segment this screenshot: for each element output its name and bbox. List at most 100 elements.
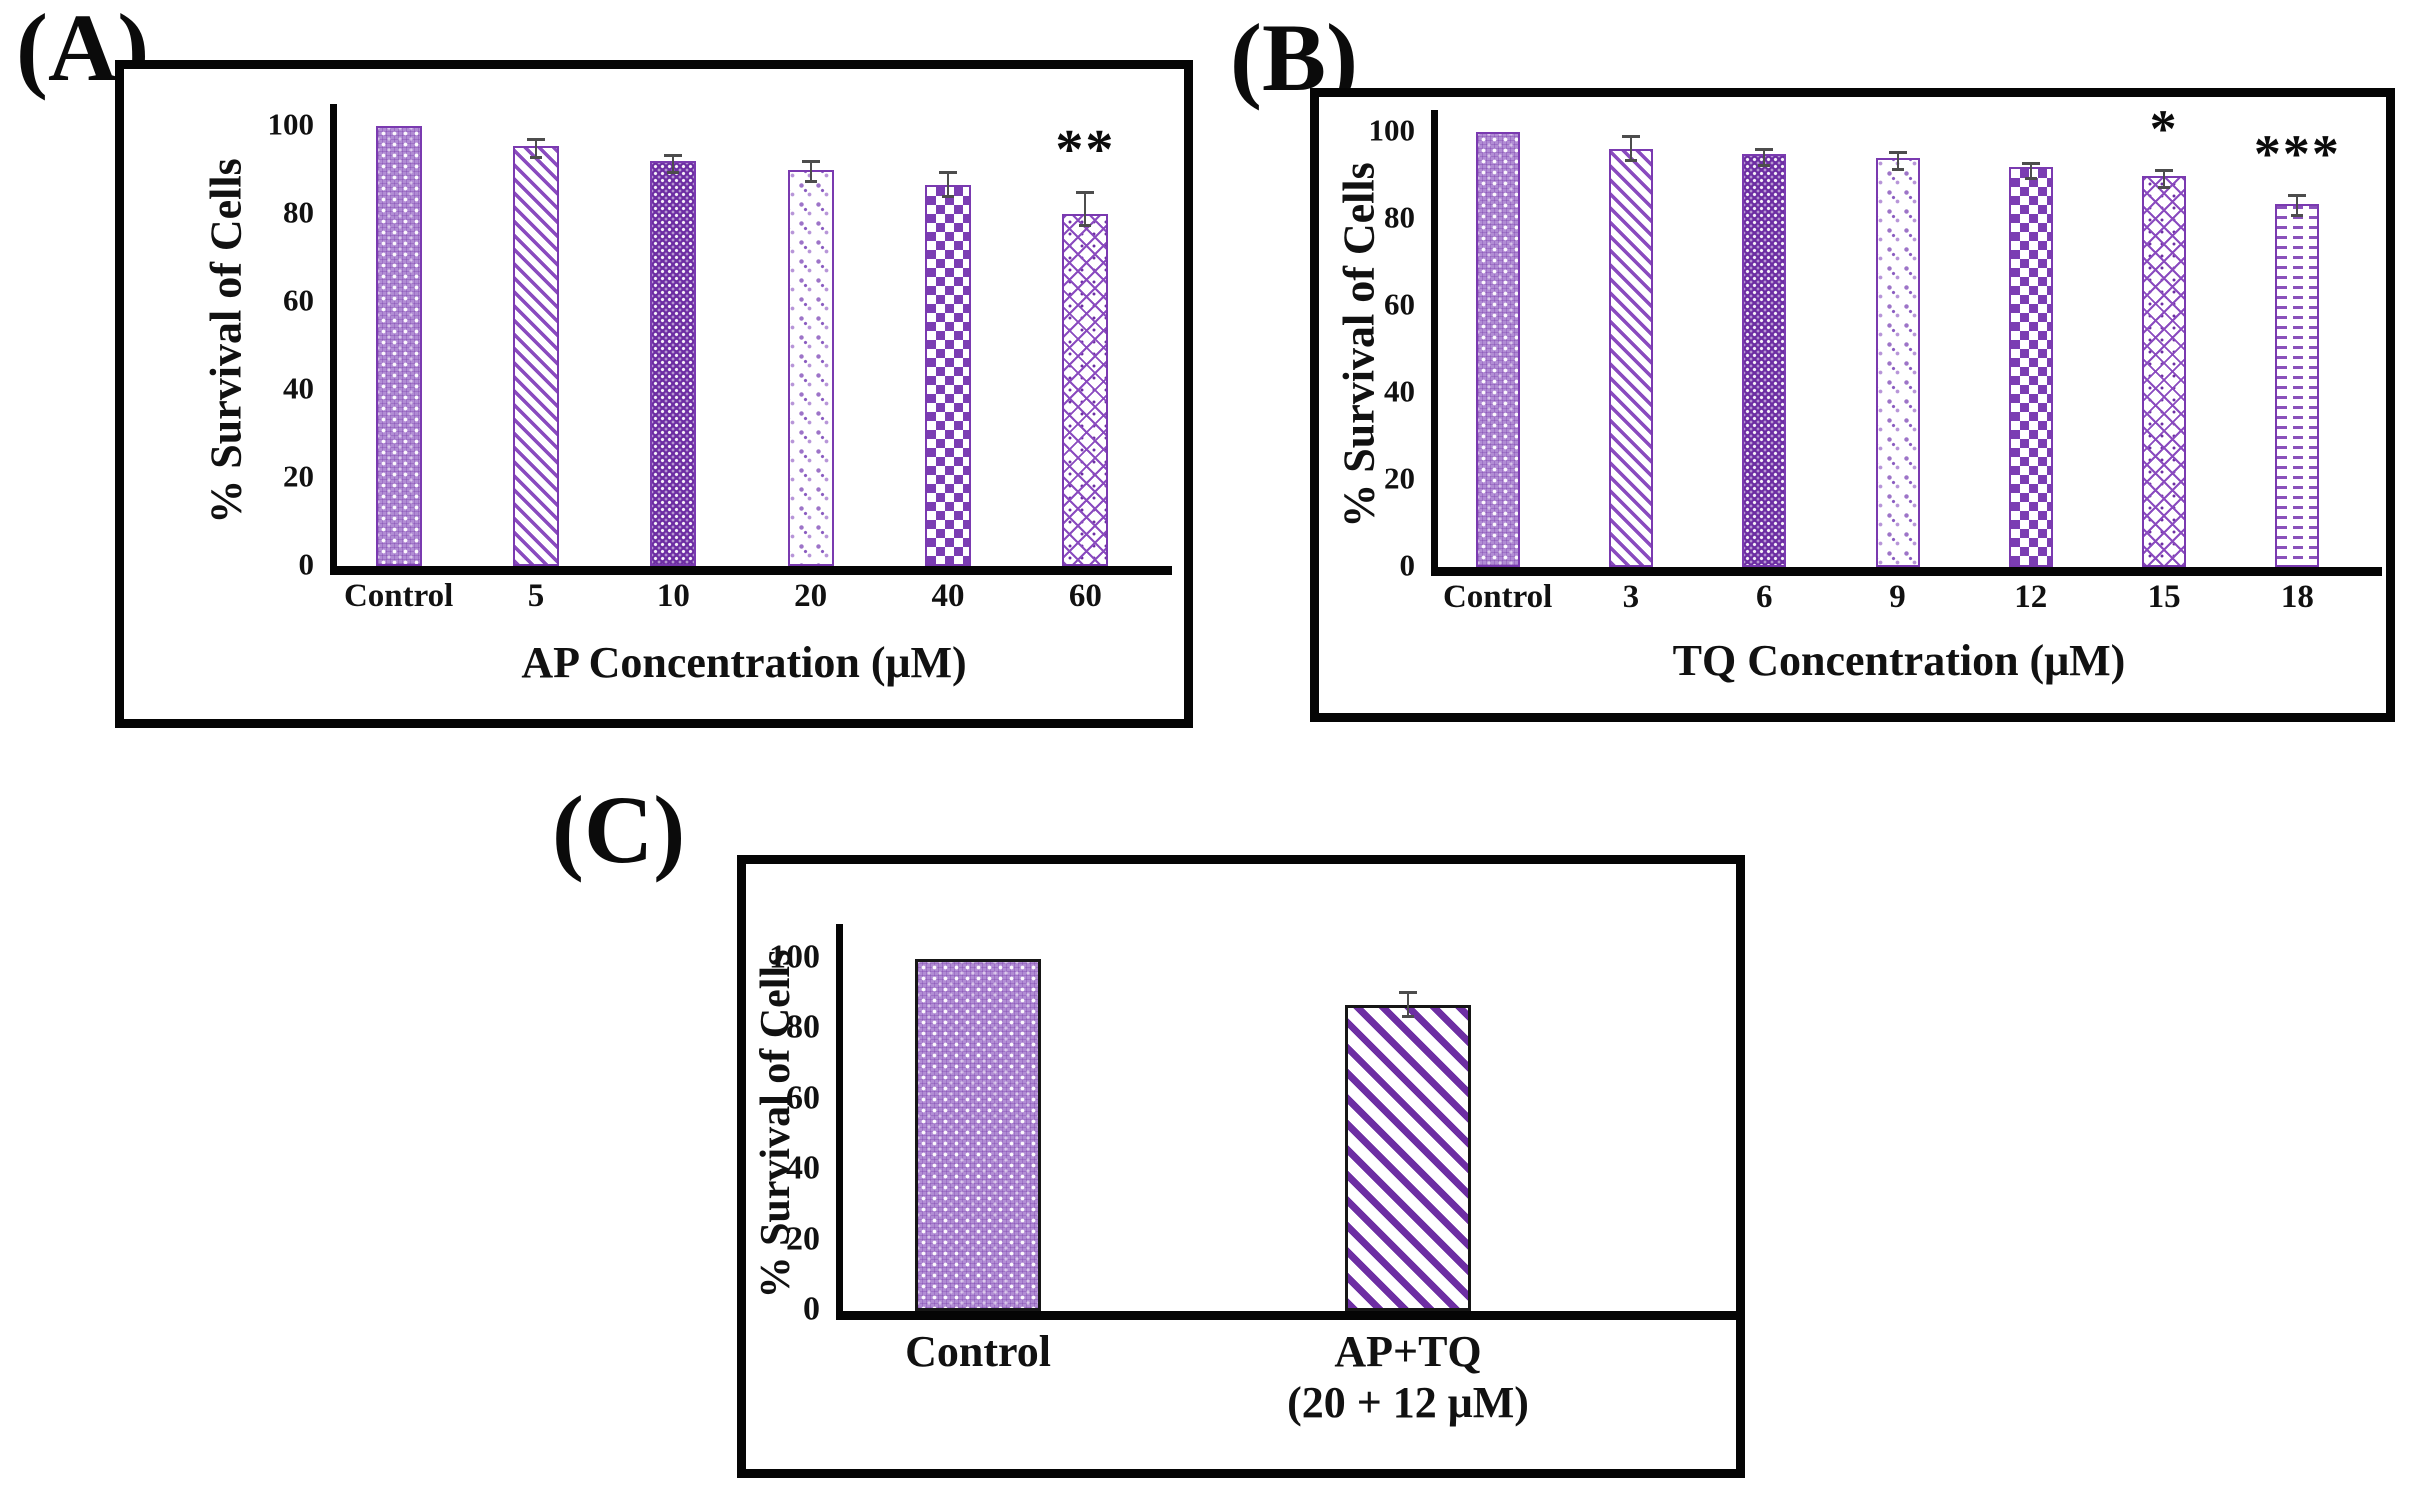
error-bar-cap-AP+TQ	[1399, 991, 1417, 995]
error-bar-cap-10	[664, 153, 683, 157]
y-axis-title: % Survival of Cells	[1334, 162, 1384, 528]
y-axis-line	[1431, 110, 1438, 567]
x-axis-title: AP Concentration (μM)	[521, 638, 967, 687]
y-tick-40: 40	[1384, 373, 1415, 409]
x-label-line1: Control	[1442, 579, 1553, 615]
x-axis-title: TQ Concentration (μM)	[1672, 636, 2126, 685]
error-bar-12	[2029, 163, 2032, 179]
x-label-60: 60	[1069, 578, 1102, 616]
error-bar-15	[2163, 170, 2166, 188]
y-tick-40: 40	[283, 370, 314, 406]
x-label-6: 6	[1756, 579, 1773, 617]
y-tick-100: 100	[267, 106, 315, 142]
x-label-15: 15	[2148, 579, 2181, 617]
y-tick-0: 0	[298, 546, 315, 582]
panel-a-frame: % Survival of Cells AP Concentration (μM…	[115, 60, 1193, 728]
bar-12	[2008, 166, 2053, 567]
error-bar-cap-9	[1888, 150, 1907, 154]
y-axis-line	[330, 104, 337, 566]
x-label-line1: 10	[656, 578, 690, 614]
error-bar-20	[809, 161, 812, 182]
y-tick-60: 60	[786, 1079, 820, 1117]
x-label-line1: 3	[1622, 579, 1640, 615]
panel-b-frame: % Survival of Cells TQ Concentration (μM…	[1310, 88, 2395, 722]
x-label-line1: 18	[2280, 579, 2314, 615]
bar-10	[650, 161, 697, 566]
y-tick-0: 0	[1399, 547, 1416, 583]
bar-60	[1062, 214, 1109, 566]
error-bar-AP+TQ	[1407, 992, 1409, 1017]
x-label-line1: 20	[794, 578, 828, 614]
x-label-Control: Control	[344, 578, 453, 616]
significance-18: ***	[2253, 124, 2341, 185]
bar-AP+TQ	[1345, 1004, 1471, 1311]
x-label-10: 10	[657, 578, 690, 616]
bar-Control	[915, 959, 1041, 1311]
x-label-line2: (20 + 12 μM)	[1287, 1377, 1529, 1427]
x-label-18: 18	[2281, 579, 2314, 617]
bar-5	[513, 145, 559, 566]
error-bar-6	[1763, 149, 1766, 166]
panel-c-frame: % Survival of Cells 100 80 60 40 20 0 Control A…	[737, 855, 1745, 1478]
error-bar-cap-60	[1076, 191, 1095, 194]
error-bar-lower-cap-18	[2291, 213, 2304, 217]
bar-3	[1608, 149, 1653, 567]
x-label-AP+TQ: AP+TQ (20 + 12 μM)	[1287, 1327, 1529, 1428]
x-label-line1: 60	[1068, 578, 1102, 614]
error-bar-cap-6	[1755, 148, 1774, 152]
y-tick-20: 20	[1384, 460, 1415, 496]
significance-15: *	[2149, 99, 2179, 160]
bar-18	[2275, 203, 2320, 567]
x-label-line1: 6	[1755, 579, 1773, 615]
x-label-20: 20	[794, 578, 827, 616]
x-label-line1: 40	[931, 578, 965, 614]
panel-c-plot: % Survival of Cells 100 80 60 40 20 0 Control A…	[746, 864, 1739, 1469]
x-label-line1: Control	[905, 1327, 1051, 1376]
error-bar-lower-cap-60	[1079, 224, 1092, 227]
x-axis-line	[836, 1311, 1739, 1320]
y-tick-60: 60	[1384, 286, 1415, 322]
error-bar-cap-20	[801, 160, 820, 164]
error-bar-lower-cap-9	[1891, 168, 1904, 172]
x-label-9: 9	[1889, 579, 1906, 617]
bar-Control	[375, 126, 422, 566]
bar-40	[925, 185, 971, 566]
x-label-line1: AP+TQ	[1334, 1327, 1482, 1376]
error-bar-lower-cap-20	[804, 180, 817, 183]
error-bar-3	[1629, 136, 1632, 162]
x-label-Control: Control	[905, 1327, 1051, 1378]
error-bar-lower-cap-15	[2158, 185, 2171, 189]
bar-9	[1875, 158, 1920, 567]
panel-label-c: (C)	[552, 776, 686, 883]
error-bar-10	[672, 154, 675, 174]
error-bar-lower-cap-3	[1624, 159, 1637, 163]
y-tick-60: 60	[283, 282, 314, 318]
y-axis-title: % Survival of Cells	[201, 158, 251, 524]
error-bar-cap-5	[527, 138, 545, 142]
bar-Control	[1475, 132, 1520, 567]
error-bar-cap-40	[939, 171, 957, 175]
y-tick-0: 0	[803, 1290, 820, 1328]
y-tick-80: 80	[1384, 199, 1415, 235]
panel-a-plot: % Survival of Cells AP Concentration (μM…	[124, 69, 1184, 719]
error-bar-cap-3	[1621, 135, 1640, 139]
bar-20	[787, 170, 834, 566]
x-label-Control: Control	[1443, 579, 1552, 617]
x-label-line1: 5	[527, 578, 545, 614]
significance-60: **	[1055, 119, 1116, 181]
error-bar-9	[1896, 151, 1899, 171]
x-label-3: 3	[1623, 579, 1640, 617]
error-bar-cap-15	[2155, 169, 2174, 173]
x-axis-line	[330, 566, 1172, 575]
error-bar-lower-cap-5	[530, 155, 542, 159]
y-tick-20: 20	[283, 458, 314, 494]
x-label-line1: Control	[343, 578, 454, 614]
error-bar-60	[1084, 192, 1087, 226]
y-tick-80: 80	[283, 194, 314, 230]
error-bar-5	[535, 139, 537, 158]
error-bar-cap-12	[2021, 162, 2040, 166]
x-axis-line	[1431, 567, 2382, 576]
y-tick-80: 80	[786, 1008, 820, 1046]
error-bar-18	[2296, 195, 2299, 216]
y-tick-100: 100	[1368, 112, 1416, 148]
